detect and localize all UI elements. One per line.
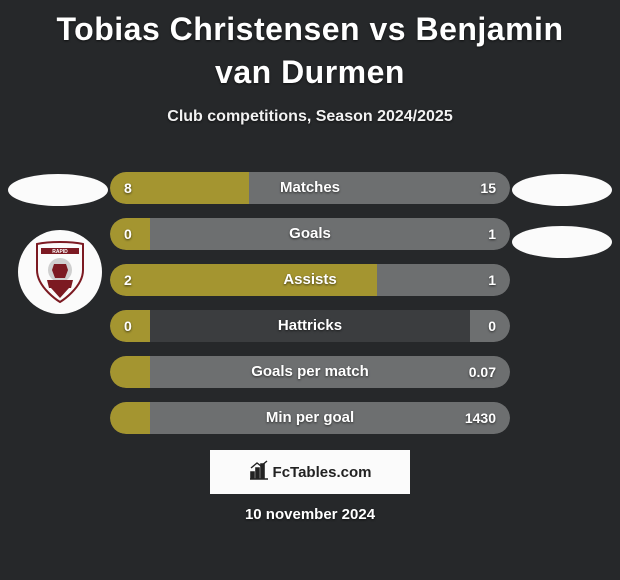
player-right-avatar-1 [512, 174, 612, 206]
footer-brand-text: FcTables.com [273, 464, 372, 481]
stat-label: Matches [110, 172, 510, 204]
stat-row: 815Matches [110, 172, 510, 204]
player-right-avatar-2 [512, 226, 612, 258]
stat-label: Min per goal [110, 402, 510, 434]
date-text: 10 november 2024 [0, 506, 620, 523]
chart-icon [249, 460, 269, 484]
stat-label: Goals per match [110, 356, 510, 388]
club-badge: RAPID [18, 230, 102, 314]
player-left-avatar [8, 174, 108, 206]
footer-brand-box: FcTables.com [210, 450, 410, 494]
stat-row: 21Assists [110, 264, 510, 296]
stat-row: 1430Min per goal [110, 402, 510, 434]
badge-text: RAPID [52, 249, 68, 255]
stat-label: Assists [110, 264, 510, 296]
club-shield-icon: RAPID [31, 240, 89, 304]
stats-panel: 815Matches 01Goals 21Assists 00Hattricks 0.0… [110, 172, 510, 448]
stat-row: 0.07Goals per match [110, 356, 510, 388]
stat-label: Goals [110, 218, 510, 250]
stat-row: 01Goals [110, 218, 510, 250]
page-title: Tobias Christensen vs Benjamin van Durme… [0, 0, 620, 94]
stat-row: 00Hattricks [110, 310, 510, 342]
stat-label: Hattricks [110, 310, 510, 342]
subtitle: Club competitions, Season 2024/2025 [0, 108, 620, 126]
